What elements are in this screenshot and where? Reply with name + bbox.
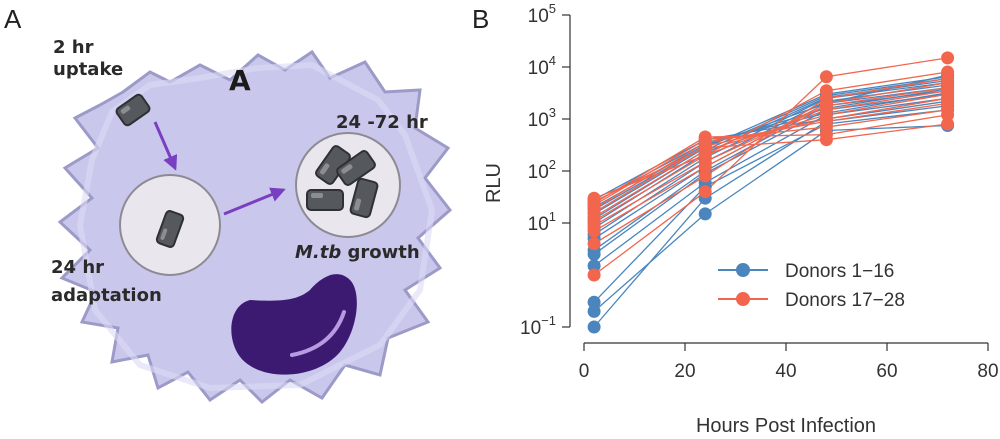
adaptation-time-label: 24 hr [51, 257, 104, 278]
series-2-donor-line [593, 71, 948, 199]
series-points [587, 51, 955, 334]
y-axis-title: RLU [483, 163, 505, 203]
series-2-point [698, 148, 712, 162]
growth-time-label: 24 -72 hr [336, 112, 428, 133]
series-1-donor-line [593, 82, 948, 229]
series-1-point [587, 295, 601, 309]
chart-legend: Donors 1−16 Donors 17−28 [718, 261, 905, 311]
series-1-point [587, 304, 601, 318]
growth-arrow [223, 187, 286, 216]
series-2-donor-line [593, 57, 948, 276]
growing-bacteria-cluster [306, 145, 379, 219]
series-2-donor-line [593, 102, 948, 210]
x-axis-title: Hours Post Infection [696, 415, 876, 437]
series-2-point [941, 117, 955, 131]
series-2-point [698, 185, 712, 199]
growth-label-word: growth [341, 242, 419, 263]
series-1-point [587, 259, 601, 273]
series-2-point [698, 169, 712, 183]
nucleus-highlight [290, 310, 346, 357]
macrophage-diagram: A 2 h [51, 37, 453, 405]
legend-label-series-2: Donors 17−28 [785, 290, 905, 311]
series-2-donor-line [593, 90, 948, 222]
x-tick-label: 80 [977, 361, 998, 382]
series-1-donor-line [593, 124, 948, 312]
nucleus [231, 274, 357, 375]
y-tick-label: 104 [528, 53, 556, 79]
y-tick-label: 10−1 [520, 313, 556, 339]
series-2-point [941, 65, 955, 79]
series-lines [593, 57, 948, 328]
uptake-label: uptake [53, 59, 123, 80]
growth-label: M.tb growth [295, 242, 420, 263]
series-1-point [587, 320, 601, 334]
legend-marker-series-1 [736, 263, 750, 277]
series-1-point [698, 207, 712, 221]
y-axis-ticks: 10−1 101 102 103 104 105 [520, 1, 570, 339]
adaptation-label: adaptation [51, 285, 162, 306]
x-tick-label: 0 [579, 361, 590, 382]
series-2-donor-line [593, 123, 948, 203]
legend-label-series-1: Donors 1−16 [785, 261, 894, 282]
series-2-donor-line [593, 82, 948, 232]
series-2-donor-line [593, 109, 948, 206]
series-1-donor-line [593, 76, 948, 215]
uptake-arrow [153, 121, 178, 171]
panel-b-letter: B [472, 4, 489, 34]
uptake-bacterium [115, 93, 151, 127]
y-tick-label: 105 [528, 1, 556, 27]
cell-inner-highlight [76, 61, 436, 392]
x-tick-label: 40 [775, 361, 796, 382]
series-2-point [941, 108, 955, 122]
uptake-time-label: 2 hr [53, 37, 94, 58]
series-2-point [587, 191, 601, 205]
series-2-point [587, 237, 601, 251]
y-tick-label: 101 [528, 209, 556, 235]
adapting-bacterium [155, 210, 185, 248]
x-tick-label: 60 [876, 361, 897, 382]
series-2-point [941, 51, 955, 65]
series-2-donor-line [593, 77, 948, 245]
y-tick-label: 102 [528, 157, 556, 183]
cell-tag-label: A [229, 64, 251, 97]
series-1-donor-line [593, 93, 948, 255]
series-2-point [587, 268, 601, 282]
series-1-donor-line [593, 97, 948, 267]
series-2-point [819, 84, 833, 98]
series-1-donor-line [593, 109, 948, 303]
growth-label-organism: M.tb [295, 242, 341, 263]
legend-marker-series-2 [736, 292, 750, 306]
series-2-donor-line [593, 114, 948, 204]
y-tick-label: 103 [528, 105, 556, 131]
series-2-point [819, 70, 833, 84]
x-tick-label: 20 [674, 361, 695, 382]
series-1-donor-line [593, 74, 948, 211]
x-axis-ticks: 0 20 40 60 80 [579, 343, 999, 382]
series-2-point [819, 133, 833, 147]
series-2-point [698, 130, 712, 144]
panel-a-letter: A [4, 4, 22, 34]
rlu-chart: 10−1 101 102 103 104 105 0 20 40 60 80 RLU Hours … [483, 1, 999, 437]
